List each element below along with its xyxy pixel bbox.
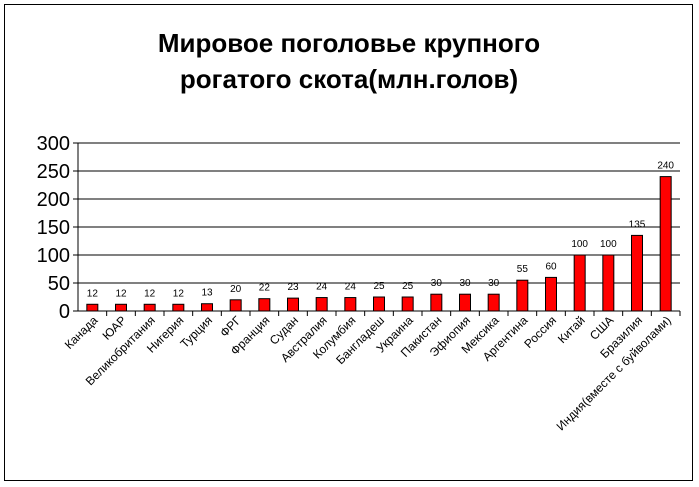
bar — [659, 176, 672, 312]
bar — [315, 297, 328, 312]
data-label: 12 — [144, 288, 156, 299]
y-tick-label: 300 — [37, 133, 70, 155]
data-label: 12 — [173, 288, 185, 299]
bar — [115, 303, 127, 312]
y-tick-label: 50 — [48, 273, 70, 295]
data-label: 100 — [571, 239, 588, 250]
data-label: 20 — [230, 284, 242, 295]
bar — [86, 303, 99, 312]
bar — [287, 297, 299, 312]
bar — [172, 303, 185, 312]
chart-title-line-1: Мировое поголовье крупного — [158, 28, 540, 58]
bar — [201, 303, 213, 312]
x-tick-label: Турция — [177, 313, 215, 351]
data-label: 23 — [287, 282, 299, 293]
data-label: 60 — [545, 261, 557, 272]
bar — [258, 298, 271, 312]
chart-frame — [4, 4, 693, 481]
data-label: 24 — [345, 282, 357, 293]
bar — [430, 293, 443, 312]
data-label: 100 — [600, 239, 617, 250]
bar — [459, 293, 471, 312]
data-label: 30 — [459, 278, 471, 289]
data-label: 30 — [488, 278, 500, 289]
chart-title-line-2: рогатого скота(млн.голов) — [180, 64, 518, 94]
bar — [516, 279, 529, 312]
bar — [229, 299, 242, 312]
gridlines — [78, 142, 680, 284]
data-labels: 12 12 12 12 13 20 22 23 24 24 25 25 30 30 30 55 60 100 100… — [87, 161, 675, 300]
bar — [373, 296, 385, 312]
data-label: 12 — [87, 288, 99, 299]
y-tick-label: 100 — [37, 245, 70, 267]
x-tick-label: Китай — [555, 313, 588, 346]
data-label: 30 — [431, 278, 443, 289]
x-tick-label: Россия — [521, 313, 559, 351]
y-axis-ticks: 0 50 100 150 200 250 300 — [37, 133, 78, 323]
y-tick-label: 0 — [59, 301, 70, 323]
bar — [602, 254, 615, 312]
bar — [545, 276, 557, 312]
bar — [631, 234, 643, 312]
y-tick-label: 250 — [37, 161, 70, 183]
bar — [401, 296, 414, 312]
bar — [344, 297, 357, 312]
data-label: 24 — [316, 282, 328, 293]
data-label: 22 — [259, 283, 271, 294]
bar — [573, 254, 586, 312]
data-label: 13 — [201, 288, 213, 299]
y-tick-label: 150 — [37, 217, 70, 239]
y-tick-label: 200 — [37, 189, 70, 211]
data-label: 25 — [402, 281, 414, 292]
data-label: 12 — [115, 288, 127, 299]
data-label: 240 — [657, 161, 674, 172]
data-label: 55 — [517, 264, 529, 275]
bar — [487, 293, 500, 312]
bar — [143, 303, 156, 312]
data-label: 25 — [373, 281, 385, 292]
data-label: 135 — [629, 219, 646, 230]
